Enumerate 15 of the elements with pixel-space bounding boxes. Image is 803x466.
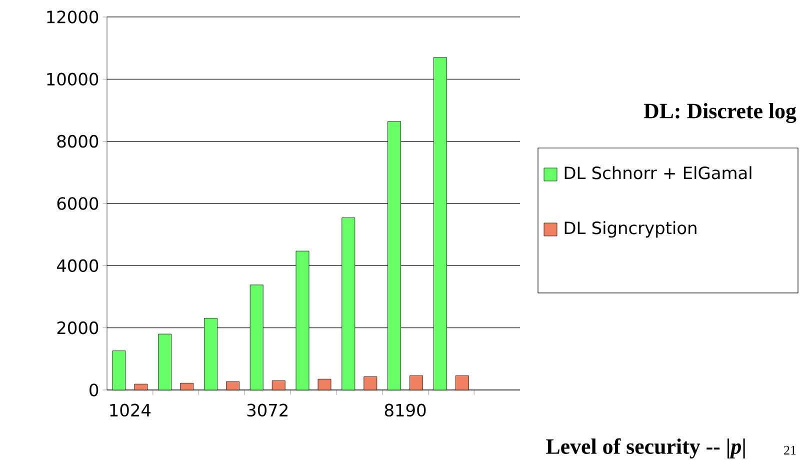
x-tick-label: 1024 bbox=[110, 404, 151, 417]
legend-label: DL Signcryption bbox=[564, 221, 696, 238]
y-tick-label: 8000 bbox=[57, 134, 98, 148]
y-tick-label: 0 bbox=[90, 384, 98, 396]
y-tick-label: 6000 bbox=[57, 197, 98, 210]
text: DL: Discrete log bbox=[644, 102, 796, 124]
y-tick-label: 10000 bbox=[47, 72, 98, 86]
y-tick-label: 2000 bbox=[57, 321, 98, 334]
y-tick-label: 12000 bbox=[47, 10, 98, 24]
y-tick-label: 4000 bbox=[56, 259, 98, 272]
x-axis-title: Level of security -- |p| bbox=[546, 438, 745, 458]
text: 21 bbox=[784, 446, 796, 454]
x-tick-label: 3072 bbox=[247, 404, 288, 417]
legend-label: DL Schnorr + ElGamal bbox=[564, 166, 752, 180]
x-tick-label: 8190 bbox=[384, 404, 426, 417]
